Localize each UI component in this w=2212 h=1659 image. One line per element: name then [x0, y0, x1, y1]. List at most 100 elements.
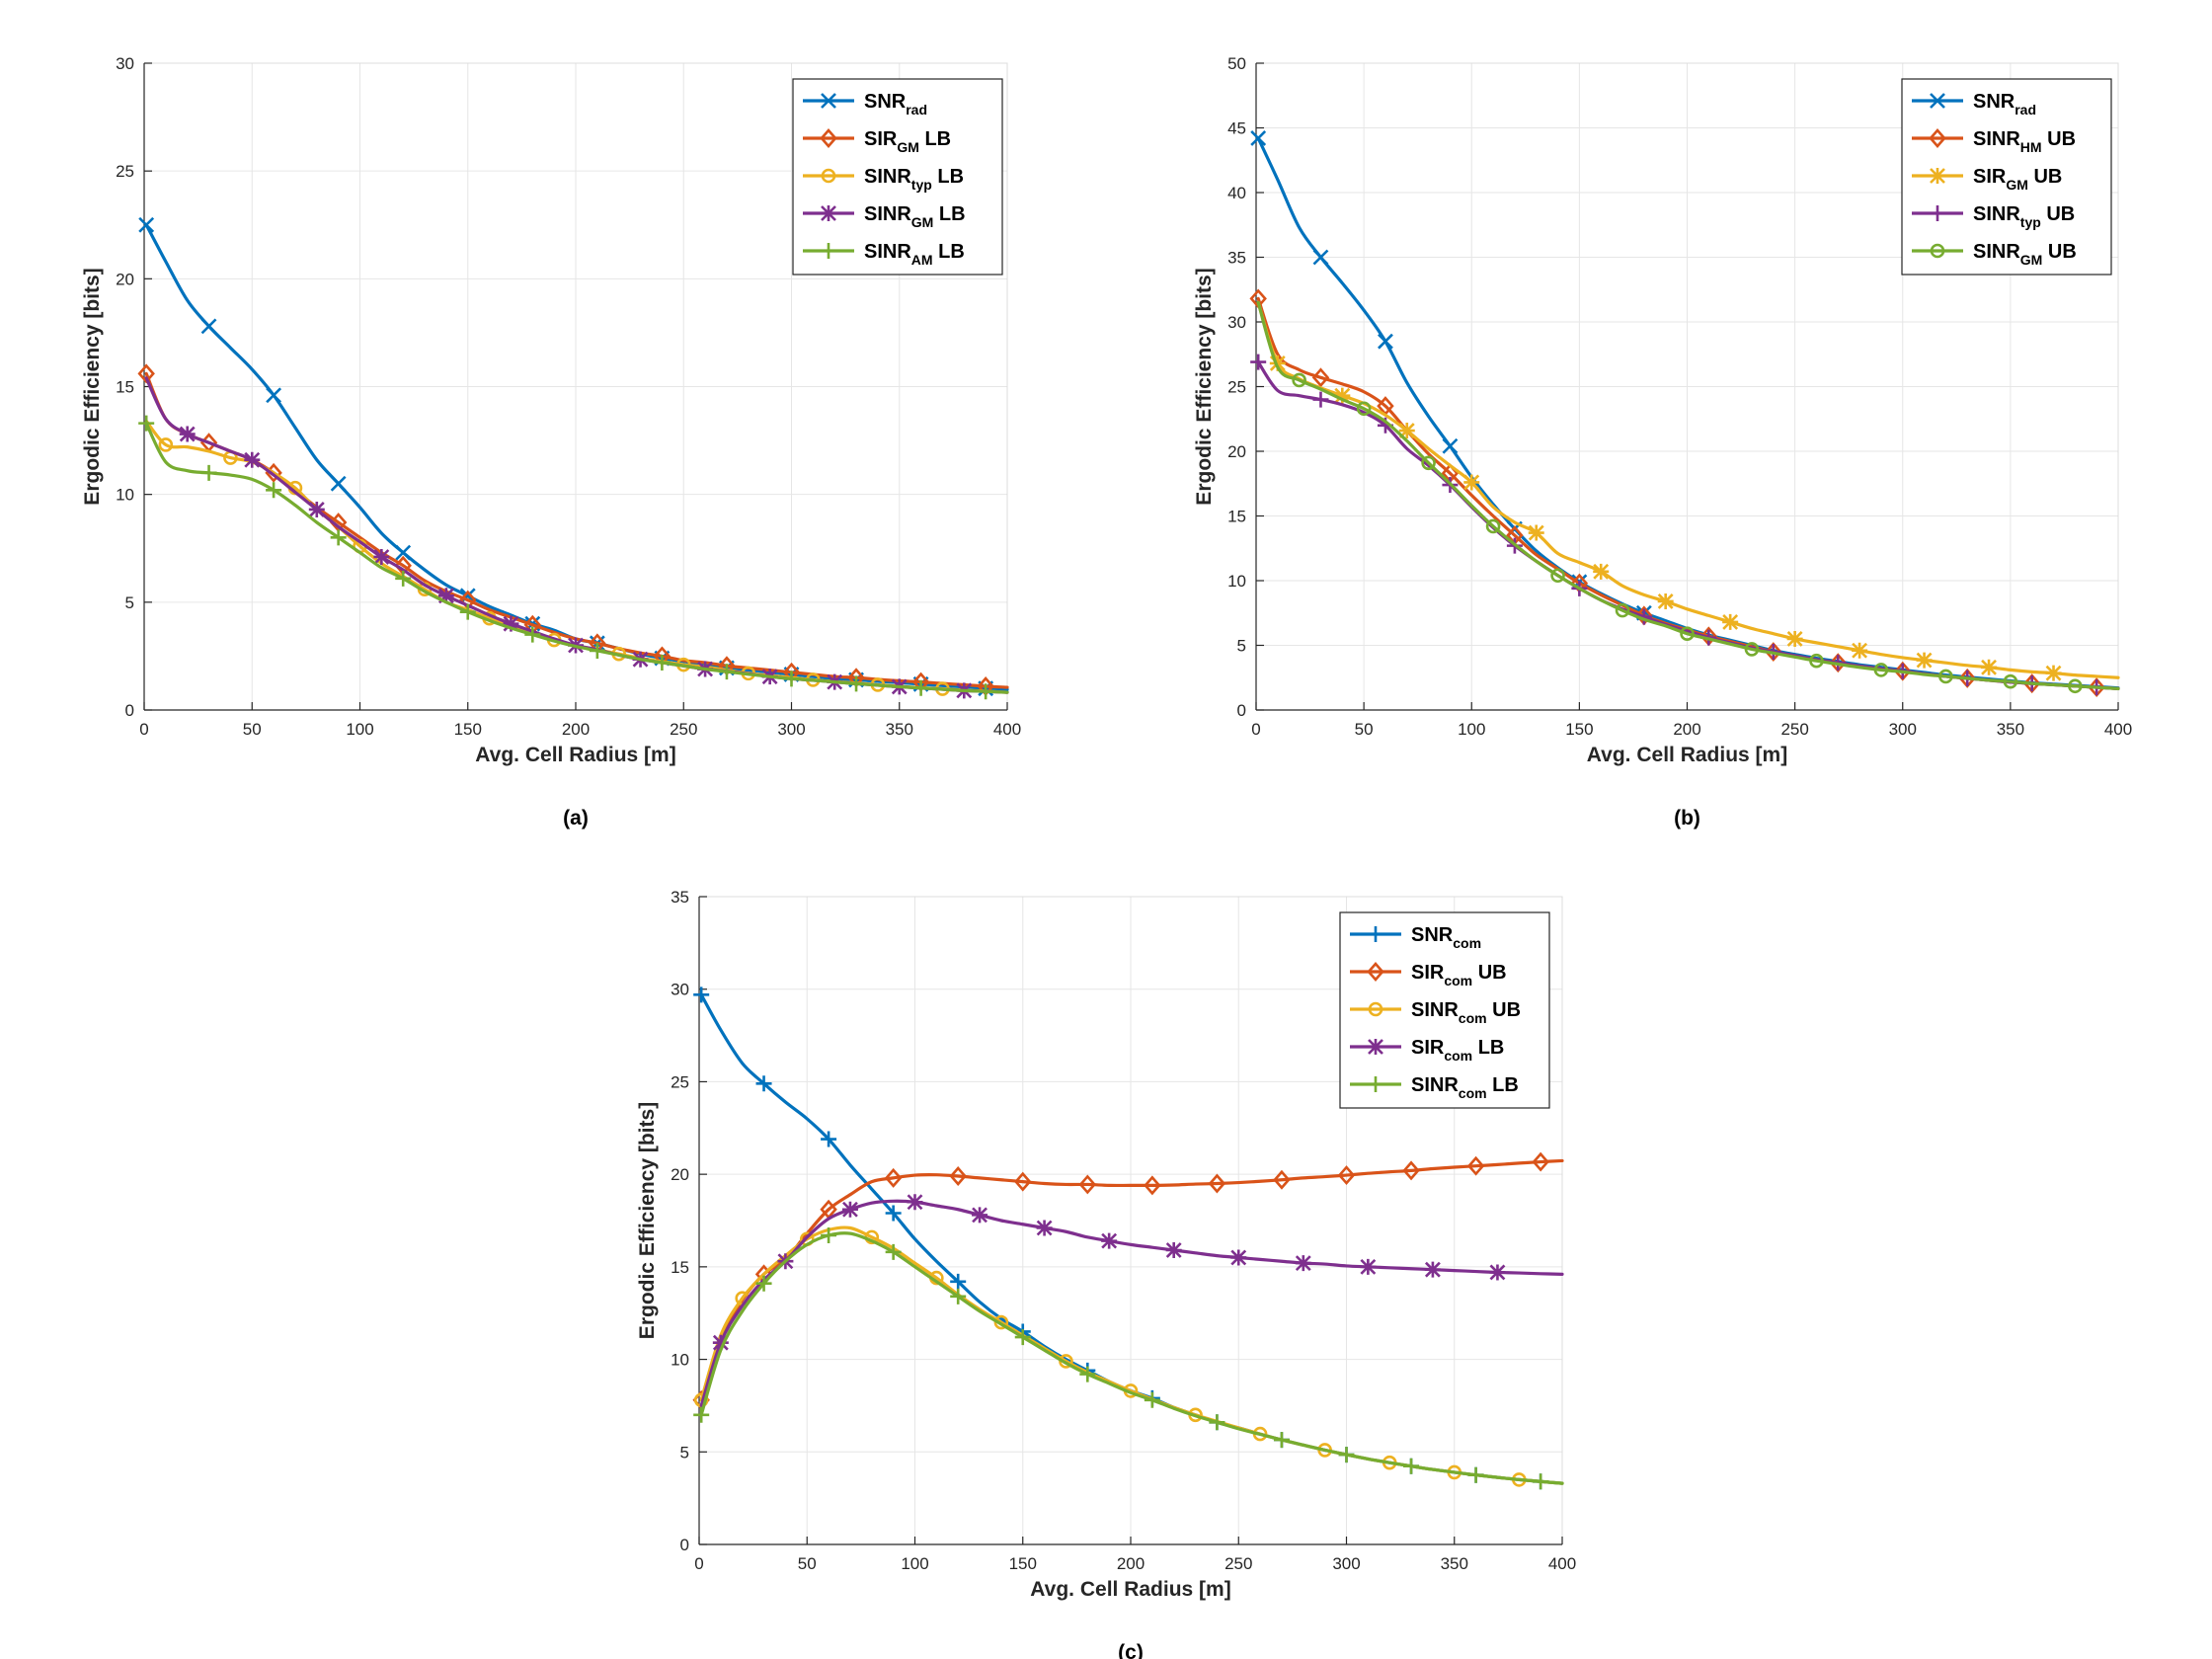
legend-swatch-marker: [1368, 1076, 1383, 1092]
y-tick-label: 0: [125, 701, 134, 720]
data-point-marker: [1485, 518, 1501, 534]
y-tick-label: 35: [671, 888, 689, 907]
series-line: [699, 1199, 1564, 1408]
legend-swatch-marker: [821, 168, 836, 184]
data-point-marker: [1269, 355, 1286, 371]
panel-caption: (c): [1118, 1641, 1144, 1659]
x-tick-label: 350: [886, 720, 913, 739]
data-point-marker: [1852, 642, 1868, 659]
x-tick-label: 0: [1251, 720, 1260, 739]
data-point-marker: [949, 1166, 967, 1186]
y-tick-label: 30: [116, 54, 134, 73]
data-point-marker: [266, 387, 282, 404]
y-tick-label: 35: [1227, 249, 1246, 268]
data-point-marker: [1165, 1241, 1182, 1258]
legend-swatch-marker: [820, 128, 837, 148]
data-point-marker: [1809, 653, 1824, 669]
x-tick-label: 50: [798, 1554, 817, 1573]
legend-label: SINRtyp LB: [864, 166, 964, 193]
data-point-marker: [524, 626, 541, 643]
y-tick-label: 10: [671, 1351, 689, 1370]
data-point-marker: [1144, 1175, 1161, 1196]
data-point-marker: [1273, 1432, 1290, 1449]
data-point-marker: [1250, 354, 1267, 370]
data-point-marker: [1295, 1255, 1311, 1272]
y-tick-label: 25: [1227, 378, 1246, 397]
legend-swatch-marker: [821, 93, 836, 109]
y-tick-label: 0: [680, 1536, 689, 1554]
data-point-marker: [330, 529, 347, 546]
data-point-marker: [912, 679, 929, 696]
legend-entry: SINRGM LB: [803, 203, 966, 230]
data-point-marker: [1014, 1171, 1032, 1192]
data-point-marker: [1938, 669, 1953, 684]
data-point-marker: [1144, 1391, 1160, 1408]
data-point-marker: [755, 1075, 772, 1092]
legend-label: SINRHM UB: [1973, 128, 2076, 155]
data-point-marker: [1360, 1258, 1377, 1275]
data-point-marker: [1421, 455, 1436, 471]
data-point-marker: [1398, 423, 1415, 439]
legend-label: SINRGM UB: [1973, 241, 2077, 268]
legend: SNRrad SIRGM LB SINRtyp LB SINRGM LB SINRAM …: [792, 78, 1003, 276]
data-point-marker: [437, 588, 454, 604]
x-tick-label: 200: [1117, 1554, 1145, 1573]
data-point-marker: [1657, 592, 1674, 609]
x-tick-label: 0: [139, 720, 148, 739]
legend-swatch-marker: [821, 205, 836, 221]
data-point-marker: [1378, 333, 1393, 350]
series-line: [1256, 300, 2120, 679]
chart-panel-b: 0 50 100 150 200 250 300 350 400 0 5 10 15 20 25 30 35 40…: [1193, 54, 2132, 830]
y-tick-label: 25: [116, 162, 134, 181]
y-tick-label: 5: [125, 593, 134, 612]
x-tick-label: 300: [1332, 1554, 1360, 1573]
data-point-marker: [885, 1205, 902, 1222]
legend: SNRcom SIRcom UB SINRcom UB SIRcom LB SINRco…: [1339, 911, 1550, 1109]
data-point-marker: [589, 642, 605, 659]
legend-entry: SINRcom LB: [1350, 1074, 1519, 1101]
data-point-marker: [950, 1273, 967, 1290]
data-point-marker: [885, 1243, 902, 1260]
series-sinr-am-lb: [138, 415, 1009, 700]
y-tick-label: 5: [680, 1443, 689, 1462]
legend-entry: SIRGM UB: [1912, 166, 2062, 193]
data-point-marker: [1230, 1249, 1247, 1266]
data-point-marker: [755, 1275, 772, 1292]
legend-label: SIRGM UB: [1973, 166, 2062, 193]
series-line: [1256, 300, 2120, 690]
legend-swatch-marker: [1368, 1001, 1383, 1017]
y-tick-label: 50: [1227, 54, 1246, 73]
x-tick-label: 150: [454, 720, 482, 739]
data-point-marker: [1312, 391, 1329, 408]
data-point-marker: [244, 451, 261, 468]
legend-label: SINRcom UB: [1411, 999, 1521, 1026]
panel-caption: (b): [1674, 807, 1700, 830]
x-tick-label: 250: [1224, 1554, 1252, 1573]
data-point-marker: [1292, 372, 1306, 388]
series-sinr-gm-ub: [1256, 300, 2120, 694]
y-tick-label: 30: [1227, 313, 1246, 332]
legend-entry: SNRrad: [1912, 91, 2036, 118]
data-point-marker: [1101, 1232, 1118, 1249]
series-sir-com-ub: [692, 1151, 1564, 1410]
legend-swatch-marker: [821, 243, 836, 259]
chart-panel-a: 0 50 100 150 200 250 300 350 400 0 5 10 15 20 25 30 Avg.…: [81, 54, 1021, 830]
data-point-marker: [200, 318, 217, 335]
y-axis-label: Ergodic Efficiency [bits]: [1193, 268, 1216, 505]
y-tick-label: 0: [1237, 701, 1246, 720]
data-point-marker: [1209, 1414, 1225, 1431]
data-point-marker: [373, 548, 390, 565]
data-point-marker: [1402, 1160, 1420, 1181]
y-tick-label: 15: [1227, 508, 1246, 526]
x-tick-label: 300: [777, 720, 805, 739]
data-point-marker: [1466, 1155, 1485, 1176]
data-point-marker: [1312, 249, 1329, 266]
data-point-marker: [1356, 401, 1372, 417]
y-axis-label: Ergodic Efficiency [bits]: [636, 1102, 659, 1339]
data-point-marker: [138, 415, 155, 432]
data-point-marker: [179, 426, 196, 442]
legend-entry: SINRGM UB: [1912, 241, 2077, 268]
x-tick-label: 50: [1355, 720, 1374, 739]
y-tick-label: 20: [1227, 442, 1246, 461]
y-tick-label: 40: [1227, 184, 1246, 202]
